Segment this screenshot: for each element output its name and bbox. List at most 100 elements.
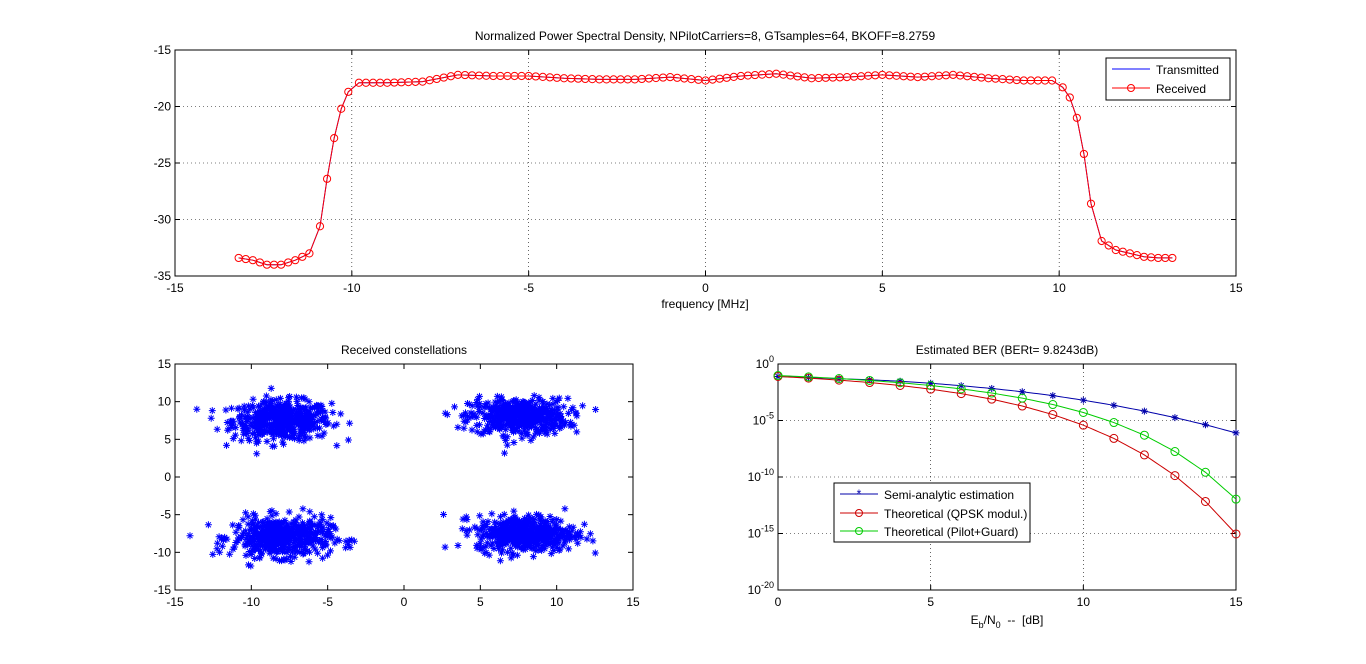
constellation-point bbox=[324, 528, 332, 535]
constellation-point bbox=[530, 417, 538, 425]
constellation-point bbox=[213, 545, 221, 553]
constellation-point bbox=[513, 517, 521, 525]
legend-qpsk-label: Theoretical (QPSK modul.) bbox=[884, 507, 1027, 521]
constellation-point bbox=[323, 530, 331, 538]
psd-chart: -15 -10 -5 0 5 10 15 -35 -30 -25 -20 -15 Normalized… bbox=[154, 29, 1243, 311]
constellation-point bbox=[561, 527, 569, 535]
constellation-point bbox=[564, 394, 572, 402]
constellation-point bbox=[318, 415, 326, 423]
ber-xlabel-tail: -- [dB] bbox=[1001, 613, 1044, 627]
constellation-point bbox=[295, 541, 303, 549]
constellation-point bbox=[321, 408, 329, 416]
ber-xtick-label: 10 bbox=[1077, 595, 1091, 609]
constellation-point bbox=[583, 535, 591, 543]
constellation-point bbox=[321, 538, 329, 545]
constellation-point bbox=[497, 513, 504, 521]
constellation-point bbox=[229, 521, 237, 529]
constellation-point bbox=[243, 430, 251, 437]
constellation-point bbox=[318, 511, 326, 519]
constellation-point bbox=[488, 539, 496, 547]
constellation-point bbox=[234, 534, 242, 542]
constellation-point bbox=[267, 396, 275, 404]
constellation-point bbox=[546, 513, 554, 520]
constellation-point bbox=[247, 526, 255, 534]
constellation-point bbox=[504, 406, 512, 414]
constellation-point bbox=[273, 425, 281, 433]
constellation-point bbox=[569, 523, 577, 531]
constellation-point bbox=[517, 404, 525, 411]
constellation-point bbox=[489, 415, 497, 423]
constellation-point bbox=[265, 403, 273, 411]
constellation-point bbox=[258, 542, 266, 550]
ber-ytick-base: 10 bbox=[748, 527, 762, 541]
constellation-point bbox=[538, 543, 546, 551]
constellation-point bbox=[507, 516, 515, 524]
constellation-point bbox=[501, 528, 509, 536]
constellation-point bbox=[548, 543, 556, 551]
constellation-point bbox=[296, 427, 304, 435]
constellation-point bbox=[239, 419, 246, 427]
constellation-point bbox=[523, 424, 531, 432]
constellation-point bbox=[546, 401, 554, 409]
constellation-point bbox=[275, 401, 283, 409]
psd-xtick-label: 0 bbox=[702, 281, 709, 295]
constellation-point bbox=[530, 392, 538, 400]
constellation-point bbox=[229, 435, 237, 443]
ber-ytick-label: 10-10 bbox=[748, 467, 774, 484]
constellation-point bbox=[317, 401, 325, 409]
constellation-point bbox=[536, 404, 543, 412]
constellation-title: Received constellations bbox=[341, 343, 467, 357]
constellation-point bbox=[310, 513, 318, 521]
constellation-point bbox=[511, 412, 519, 420]
constellation-point bbox=[248, 517, 256, 525]
constellation-point bbox=[286, 415, 294, 423]
constellation-point bbox=[485, 551, 493, 559]
constellation-point bbox=[316, 518, 324, 526]
constellation-point bbox=[530, 516, 538, 523]
constellation-point bbox=[520, 398, 528, 406]
constellation-point bbox=[232, 528, 240, 536]
constellation-point bbox=[261, 544, 269, 552]
constellation-point bbox=[488, 409, 496, 417]
constellation-point bbox=[518, 518, 526, 526]
constellation-point bbox=[579, 402, 587, 410]
constellation-point bbox=[291, 553, 299, 561]
constellation-point bbox=[342, 537, 350, 545]
ber-xlabel-e: E bbox=[971, 613, 979, 627]
constellation-point bbox=[465, 400, 473, 408]
constellation-point bbox=[549, 394, 557, 402]
psd-xtick-label: -15 bbox=[166, 281, 184, 295]
constellation-point bbox=[532, 406, 540, 414]
constellation-point bbox=[321, 532, 329, 540]
constellation-point bbox=[265, 531, 273, 539]
constellation-point bbox=[186, 532, 194, 540]
ber-pilot-marker bbox=[1200, 467, 1210, 477]
constellation-point bbox=[498, 417, 506, 425]
constellation-point bbox=[592, 406, 600, 413]
constellation-point bbox=[526, 544, 534, 552]
constellation-point bbox=[318, 524, 325, 532]
constellation-point bbox=[508, 526, 516, 534]
constellation-point bbox=[537, 405, 545, 413]
constellation-point bbox=[266, 508, 274, 516]
constellation-point bbox=[570, 532, 578, 540]
constellation-point bbox=[463, 516, 471, 524]
constellation-xtick-label: -10 bbox=[243, 595, 261, 609]
constellation-point bbox=[272, 422, 280, 429]
legend-pilot-marker bbox=[855, 527, 863, 535]
constellation-point bbox=[511, 535, 519, 543]
constellation-point bbox=[470, 410, 478, 418]
psd-xtick-label: -5 bbox=[523, 281, 534, 295]
ber-pilot-marker bbox=[1139, 430, 1149, 440]
constellation-point bbox=[329, 409, 337, 416]
constellation-point bbox=[554, 403, 562, 411]
constellation-point bbox=[287, 532, 295, 539]
legend-received-marker bbox=[1127, 84, 1135, 92]
constellation-point bbox=[525, 407, 533, 415]
constellation-point bbox=[328, 399, 336, 407]
constellation-point bbox=[311, 404, 318, 412]
constellation-point bbox=[253, 541, 261, 549]
legend-transmitted-label: Transmitted bbox=[1156, 63, 1219, 77]
